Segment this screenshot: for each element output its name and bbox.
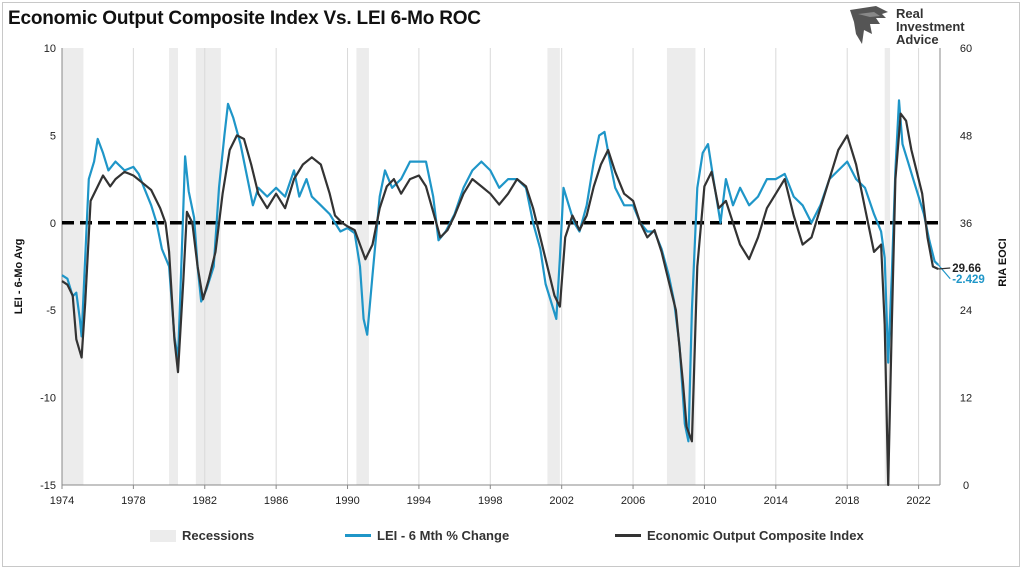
recession-band-0 <box>62 48 84 485</box>
y-right-tick-24: 24 <box>960 305 972 317</box>
x-tick-2018: 2018 <box>835 495 859 507</box>
legend-swatch-lei <box>345 534 371 537</box>
y-left-tick-10: 10 <box>44 43 56 55</box>
y-left-tick--5: -5 <box>46 305 56 317</box>
y-left-tick--15: -15 <box>40 480 56 492</box>
legend-item-eoci: Economic Output Composite Index <box>615 528 864 543</box>
recession-band-3 <box>356 48 369 485</box>
y-left-tick-5: 5 <box>50 130 56 142</box>
end-connector-1 <box>938 267 951 270</box>
recession-band-1 <box>169 48 178 485</box>
x-tick-1990: 1990 <box>335 495 359 507</box>
end-label-lei: -2.429 <box>952 274 985 286</box>
x-tick-1994: 1994 <box>407 495 431 507</box>
recession-band-2 <box>195 48 221 485</box>
legend: Recessions LEI - 6 Mth % Change Economic… <box>0 528 1024 548</box>
legend-label-recessions: Recessions <box>182 528 255 543</box>
y-right-tick-0: 0 <box>963 480 969 492</box>
brand-text: Real Investment Advice <box>896 7 965 46</box>
legend-swatch-eoci <box>615 534 641 537</box>
x-tick-1998: 1998 <box>478 495 502 507</box>
y-right-tick-12: 12 <box>960 393 972 405</box>
y-right-tick-48: 48 <box>960 130 972 142</box>
end-connector-0 <box>937 264 951 280</box>
y-left-tick-0: 0 <box>50 218 56 230</box>
x-tick-2014: 2014 <box>764 495 788 507</box>
legend-item-lei: LEI - 6 Mth % Change <box>345 528 509 543</box>
brand-logo: Real Investment Advice <box>846 4 986 48</box>
y-right-tick-60: 60 <box>960 43 972 55</box>
recession-bands <box>62 48 891 485</box>
legend-label-eoci: Economic Output Composite Index <box>647 528 864 543</box>
eagle-icon <box>850 6 888 44</box>
brand-line-3: Advice <box>896 32 939 47</box>
recession-band-6 <box>884 48 891 485</box>
series-line-eoci <box>61 112 939 487</box>
recession-band-5 <box>666 48 696 485</box>
y-left-tick--10: -10 <box>40 393 56 405</box>
x-tick-2022: 2022 <box>906 495 930 507</box>
x-tick-1982: 1982 <box>193 495 217 507</box>
brand-line-1: Real <box>896 6 924 21</box>
legend-label-lei: LEI - 6 Mth % Change <box>377 528 510 543</box>
x-tick-1974: 1974 <box>50 495 74 507</box>
series-line-lei <box>61 99 939 443</box>
x-tick-2010: 2010 <box>692 495 716 507</box>
grid-lines <box>61 48 920 485</box>
x-tick-2002: 2002 <box>549 495 573 507</box>
x-tick-1986: 1986 <box>264 495 288 507</box>
brand-line-2: Investment <box>896 19 965 34</box>
y-axis-left-label: LEI - 6-Mo Avg <box>13 239 25 315</box>
legend-swatch-recessions <box>150 529 176 542</box>
end-label-eoci: 29.66 <box>952 263 981 275</box>
y-axis-right-label: RIA EOCI <box>997 238 1009 287</box>
axes <box>61 48 941 486</box>
tick-labels: -15 -10 -5 0 5 10 0 12 24 36 48 60 1974 1978 1982 1986 1… <box>40 43 972 507</box>
x-tick-1978: 1978 <box>121 495 145 507</box>
legend-item-recessions: Recessions <box>150 528 254 543</box>
y-right-tick-36: 36 <box>960 218 972 230</box>
chart-title: Economic Output Composite Index Vs. LEI … <box>8 8 481 29</box>
recession-band-4 <box>547 48 560 485</box>
x-tick-2006: 2006 <box>621 495 645 507</box>
series-lines <box>61 99 939 487</box>
